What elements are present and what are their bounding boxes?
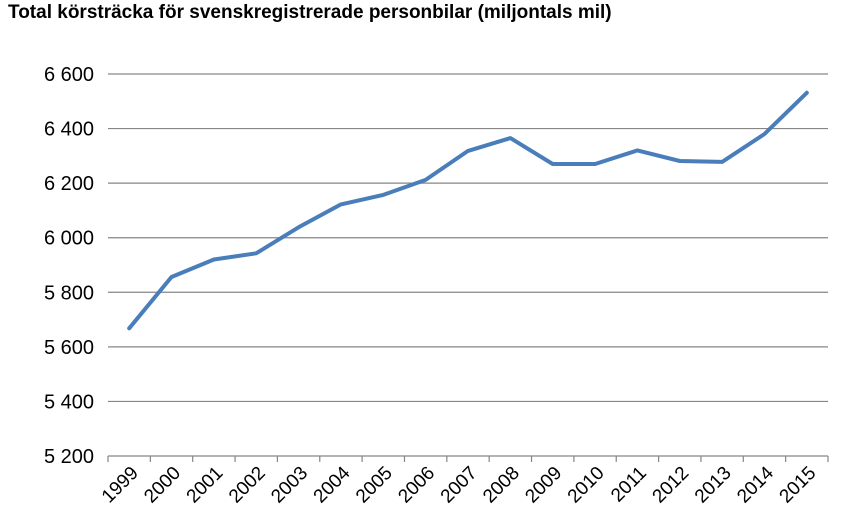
- x-tick-label: 2005: [352, 463, 397, 508]
- x-tick-label: 2004: [310, 462, 355, 507]
- x-tick-label: 2003: [267, 463, 312, 508]
- y-axis-tick-labels: 5 200 5 400 5 600 5 800 6 000 6 200 6 400 6 600: [44, 64, 94, 468]
- gridlines: [108, 73, 828, 403]
- y-tick-label: 6 200: [44, 173, 94, 195]
- x-tick-label: 2011: [607, 463, 651, 507]
- x-tick-label: 2006: [394, 463, 439, 508]
- y-tick-label: 6 000: [44, 228, 94, 250]
- x-axis: [107, 455, 829, 462]
- x-tick-label: 2015: [776, 463, 821, 508]
- x-tick-label: 2010: [564, 463, 609, 508]
- y-tick-label: 5 800: [44, 282, 94, 304]
- x-tick-label: 2001: [183, 463, 228, 508]
- y-tick-label: 5 200: [44, 446, 94, 468]
- x-tick-label: 2002: [225, 463, 270, 508]
- chart-title: Total körsträcka för svenskregistrerade …: [8, 2, 612, 23]
- x-tick-label: 2007: [437, 463, 482, 508]
- y-tick-label: 5 600: [44, 337, 94, 359]
- y-tick-label: 5 400: [44, 391, 94, 413]
- x-tick-label: 2009: [521, 463, 566, 508]
- x-tick-label: 2013: [691, 463, 736, 508]
- x-tick-label: 2008: [479, 463, 524, 508]
- x-tick-label: 1999: [98, 463, 143, 508]
- y-tick-label: 6 400: [44, 119, 94, 141]
- x-tick-label: 2000: [140, 463, 185, 508]
- y-tick-label: 6 600: [44, 64, 94, 86]
- x-tick-label: 2014: [733, 462, 778, 507]
- x-tick-label: 2012: [649, 463, 694, 508]
- x-axis-tick-labels: 1999200020012002200320042005200620072008…: [98, 462, 820, 507]
- series-group: [127, 90, 809, 331]
